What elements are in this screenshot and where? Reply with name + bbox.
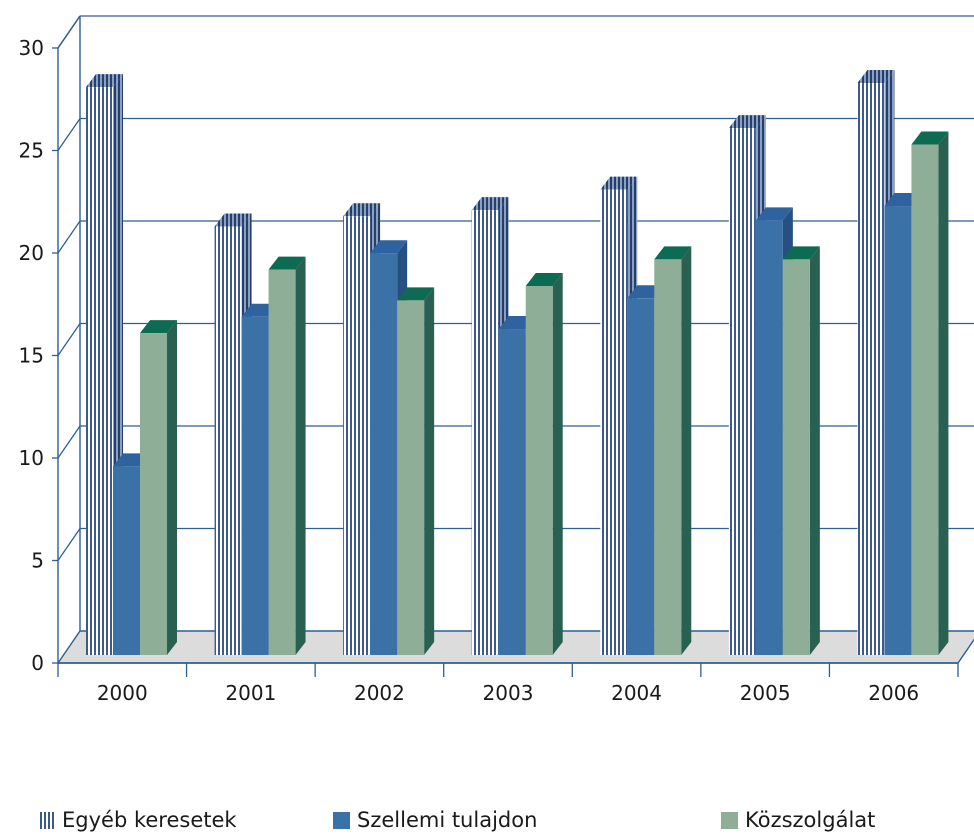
bar (857, 83, 885, 656)
bar-side (295, 256, 306, 655)
bar-side (809, 246, 820, 655)
bar-top (857, 70, 895, 84)
bar-top (728, 115, 766, 129)
grid-diagonal (57, 425, 81, 459)
x-tick-label: 2001 (225, 681, 276, 705)
bar (370, 253, 398, 655)
bar-top (214, 213, 252, 227)
bar-side (424, 287, 435, 655)
legend: Egyéb keresetek Szellemi tulajdon Közszo… (0, 808, 974, 834)
bar (241, 316, 269, 655)
legend-item-egyeb: Egyéb keresetek (38, 808, 237, 832)
y-tick-label: 20 (19, 241, 44, 265)
bar-top (782, 246, 820, 260)
y-tick-label: 25 (19, 139, 44, 163)
x-tick-label: 2005 (740, 681, 791, 705)
bar (782, 259, 810, 655)
x-tick-label: 2002 (354, 681, 405, 705)
bar (140, 333, 167, 655)
bar-top (268, 256, 306, 270)
bar-top (86, 74, 123, 88)
bar-top (911, 131, 949, 145)
bar-top (370, 240, 408, 254)
legend-item-szellemi: Szellemi tulajdon (333, 808, 537, 832)
bar-top (525, 273, 563, 286)
bar-top (397, 287, 435, 301)
legend-item-kozszolgalat: Közszolgálat (721, 808, 875, 832)
axis-labels: 0 5 10 15 20 25 30 2000 2001 2002 2003 2004 2005 2006 (19, 36, 920, 705)
bar (113, 466, 140, 655)
bar (343, 216, 371, 656)
bar (397, 300, 425, 655)
y-tick-label: 15 (19, 344, 44, 368)
x-tick-label: 2003 (483, 681, 534, 705)
y-tick-label: 0 (31, 651, 44, 675)
bar-top (471, 197, 509, 211)
bar-side (552, 273, 563, 655)
legend-label-egyeb: Egyéb keresetek (62, 808, 237, 832)
y-tick-label: 10 (19, 446, 44, 470)
x-tick-label: 2004 (611, 681, 662, 705)
top-diagonal (57, 15, 81, 49)
bar-top (600, 176, 638, 190)
grid-diagonal (57, 323, 81, 356)
bars (86, 70, 949, 656)
bar (214, 226, 242, 656)
bar (911, 144, 939, 656)
bar-top (755, 207, 793, 221)
bar-top (140, 320, 177, 334)
grid-diagonal (57, 528, 81, 561)
bar (471, 210, 499, 655)
bar (600, 189, 628, 655)
bar (884, 206, 912, 656)
bar (755, 220, 783, 655)
bar-side (681, 246, 692, 655)
bar (525, 286, 553, 655)
legend-swatch-kozszolgalat (721, 811, 738, 829)
bar (498, 329, 526, 655)
bar (728, 128, 756, 655)
bar (627, 298, 655, 655)
bar-side (167, 320, 177, 655)
x-tick-label: 2006 (868, 681, 919, 705)
bar (654, 259, 682, 655)
legend-swatch-szellemi (333, 811, 350, 829)
legend-swatch-egyeb (38, 811, 55, 829)
bar-top (343, 203, 381, 217)
y-tick-label: 5 (31, 549, 44, 573)
bar (86, 87, 113, 655)
x-tick-label: 2000 (97, 681, 148, 705)
axes (52, 15, 959, 677)
legend-label-szellemi: Szellemi tulajdon (357, 808, 538, 832)
grid-diagonal (57, 118, 81, 151)
bar (268, 269, 296, 655)
grid-diagonal (57, 220, 81, 254)
bar-top (654, 246, 692, 260)
legend-label-kozszolgalat: Közszolgálat (745, 808, 876, 832)
y-tick-label: 30 (19, 36, 44, 60)
bar-side (938, 131, 949, 656)
